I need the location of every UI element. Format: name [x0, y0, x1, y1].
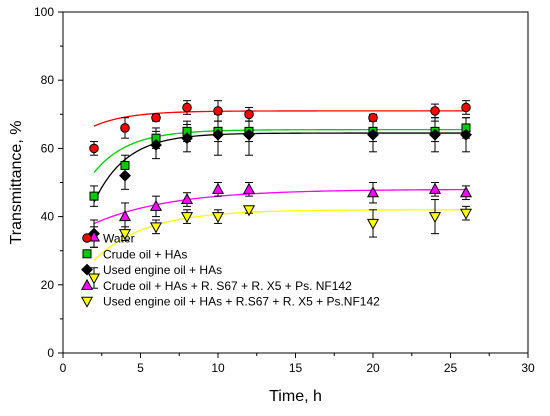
y-tick-label: 60	[41, 141, 55, 155]
data-point	[119, 169, 131, 182]
data-point	[461, 102, 471, 113]
x-tick-label: 25	[444, 361, 458, 375]
data-point	[242, 205, 256, 217]
y-tick-label: 80	[41, 73, 55, 87]
data-point	[150, 139, 162, 151]
legend-marker	[81, 263, 93, 276]
data-point	[428, 212, 442, 224]
legend-marker	[82, 249, 92, 259]
y-axis-title: Transmittance, %	[8, 121, 25, 245]
y-tick-label: 100	[34, 5, 54, 19]
legend-label: Water	[103, 232, 135, 246]
data-point	[181, 132, 193, 145]
data-point	[213, 106, 223, 116]
data-point	[367, 128, 379, 141]
data-point	[211, 182, 225, 194]
data-point	[180, 193, 194, 205]
data-point	[366, 218, 380, 230]
data-point	[244, 109, 254, 120]
data-point	[118, 210, 132, 222]
y-tick-label: 20	[41, 278, 55, 292]
x-tick-label: 10	[211, 361, 225, 375]
data-point	[428, 182, 442, 194]
legend-label: Crude oil + HAs + R. S67 + R. X5 + Ps. N…	[103, 279, 352, 293]
x-tick-label: 15	[289, 361, 303, 375]
data-point	[243, 128, 255, 141]
data-point	[118, 229, 132, 241]
data-point	[212, 128, 224, 141]
data-point	[120, 123, 130, 133]
data-point	[182, 102, 192, 113]
legend-label: Crude oil + HAs	[103, 247, 187, 261]
data-point	[89, 191, 99, 201]
data-point	[429, 128, 441, 141]
x-tick-label: 5	[137, 361, 144, 375]
data-point	[368, 112, 378, 123]
y-tick-label: 0	[47, 346, 54, 360]
data-point	[120, 160, 130, 170]
data-point	[366, 186, 380, 198]
data-point	[211, 212, 225, 224]
legend-label: Used engine oil + HAs	[103, 263, 222, 277]
data-point	[242, 182, 256, 194]
data-point	[459, 186, 473, 198]
fit-curve	[93, 110, 466, 127]
data-point	[151, 112, 161, 123]
data-points	[87, 102, 473, 285]
fit-curves	[93, 110, 467, 261]
y-tick-label: 40	[41, 210, 55, 224]
data-point	[459, 208, 473, 220]
data-point	[89, 143, 99, 154]
x-tick-label: 0	[60, 361, 67, 375]
data-point	[149, 222, 163, 234]
data-point	[460, 128, 472, 141]
x-tick-label: 30	[521, 361, 535, 375]
data-point	[430, 106, 440, 116]
x-tick-label: 20	[366, 361, 380, 375]
legend-label: Used engine oil + HAs + R.S67 + R. X5 + …	[103, 295, 380, 309]
axes: 0 5 10 15 20 25 30 0 20 40 60 80 100	[34, 5, 535, 375]
data-point	[87, 273, 101, 285]
data-point	[149, 199, 163, 211]
fit-curve	[93, 129, 466, 174]
x-axis-title: Time, h	[269, 388, 322, 405]
fit-curve	[93, 188, 467, 225]
legend-marker	[80, 278, 94, 290]
legend-marker	[82, 233, 92, 243]
data-point	[180, 212, 194, 224]
legend-marker	[80, 296, 94, 308]
